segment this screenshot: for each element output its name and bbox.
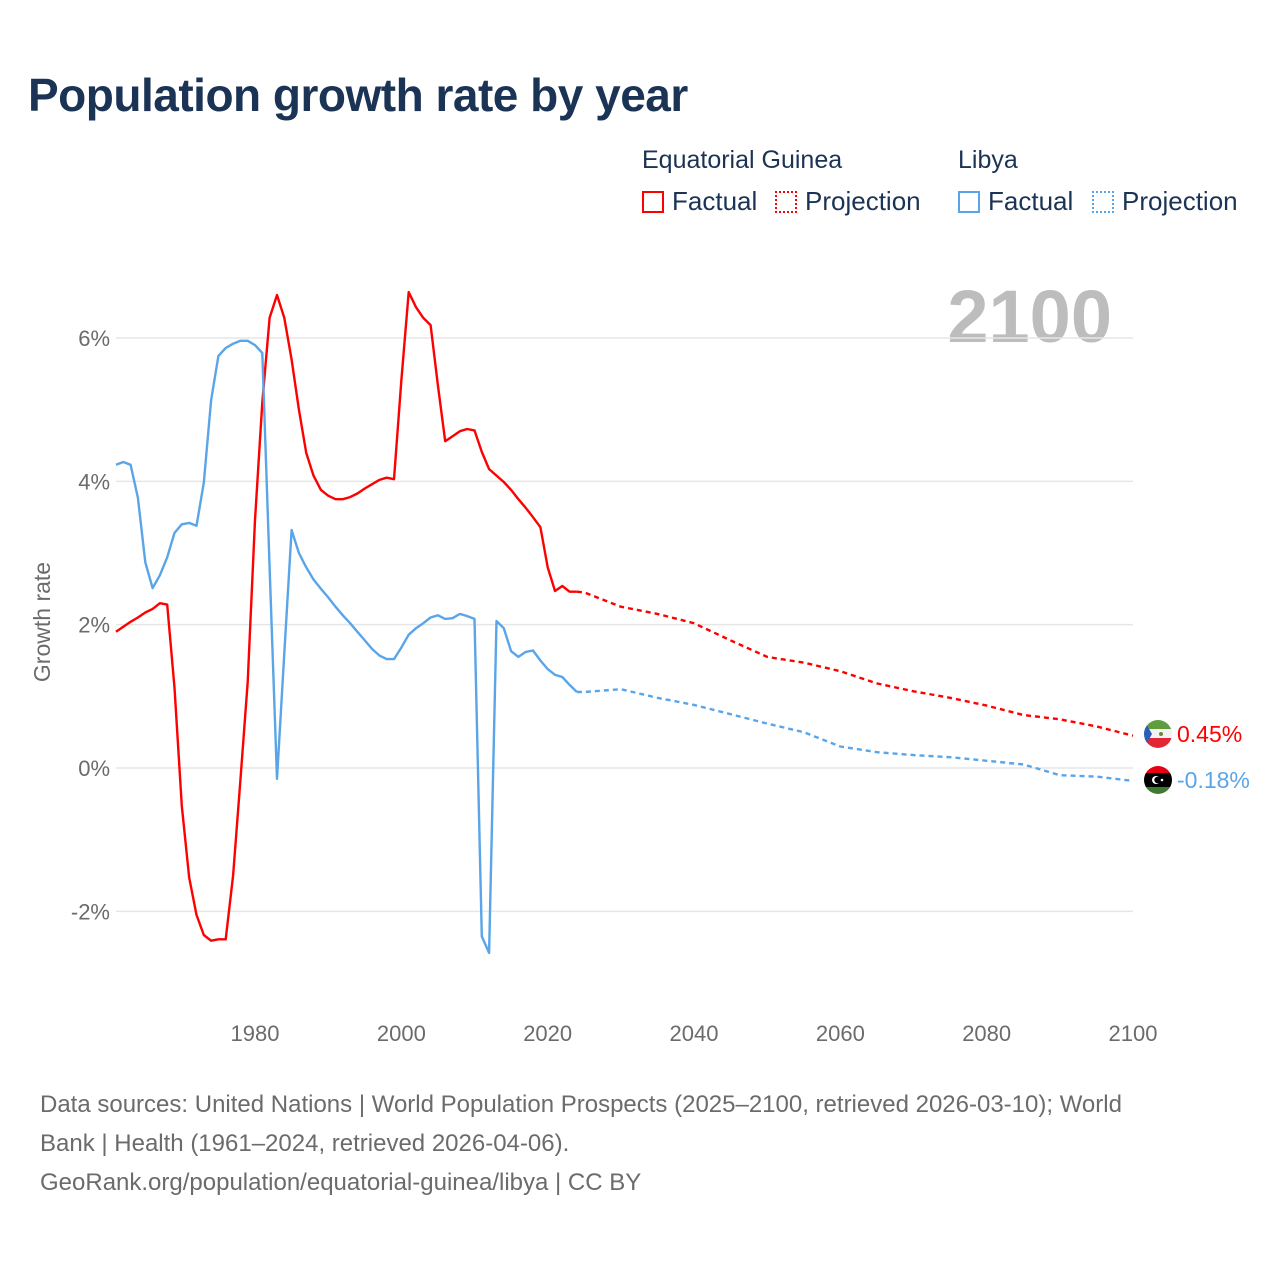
legend-libya-factual[interactable]: Factual	[958, 186, 1073, 217]
legend-country-equatorial-guinea: Equatorial Guinea	[642, 146, 843, 174]
libya-flag-icon	[1144, 766, 1172, 794]
legend-swatch-dotted-blue	[1092, 190, 1114, 213]
x-tick-label: 2100	[1109, 1021, 1158, 1046]
legend-swatch-dotted-red	[775, 190, 797, 213]
series-line-equatorial-guinea-factual	[115, 290, 577, 942]
end-label-equatorial-guinea: 0.45%	[1177, 721, 1242, 747]
legend-label: Factual	[988, 186, 1074, 216]
x-tick-label: 2060	[816, 1021, 865, 1046]
footer-attribution-link[interactable]: GeoRank.org/population/equatorial-guinea…	[40, 1169, 642, 1196]
y-tick-label: -2%	[71, 899, 110, 924]
legend-label: Projection	[805, 186, 921, 216]
x-tick-label: 2000	[377, 1021, 426, 1046]
year-watermark: 2100	[947, 275, 1112, 358]
legend-eq-guinea-factual[interactable]: Factual	[642, 186, 757, 217]
legend-label: Projection	[1122, 186, 1238, 216]
legend-eq-guinea-projection[interactable]: Projection	[775, 186, 921, 217]
series-line-libya-projection	[576, 687, 1134, 783]
footer-sources-line1: Data sources: United Nations | World Pop…	[40, 1091, 1122, 1118]
legend-swatch-solid-blue	[958, 190, 980, 213]
chart-title: Population growth rate by year	[28, 69, 688, 121]
y-axis-label: Growth rate	[29, 562, 55, 682]
x-tick-label: 2040	[670, 1021, 719, 1046]
equatorial-guinea-flag-icon	[1144, 720, 1172, 748]
x-tick-label: 2020	[523, 1021, 572, 1046]
footer-sources-line2: Bank | Health (1961–2024, retrieved 2026…	[40, 1130, 570, 1157]
legend-country-libya: Libya	[958, 146, 1018, 174]
end-label-libya: -0.18%	[1177, 767, 1250, 793]
x-tick-label: 1980	[231, 1021, 280, 1046]
y-tick-label: 0%	[78, 756, 110, 781]
legend-libya-projection[interactable]: Projection	[1092, 186, 1238, 217]
y-tick-label: 6%	[78, 326, 110, 351]
legend-swatch-solid-red	[642, 190, 664, 213]
y-tick-label: 2%	[78, 613, 110, 638]
x-tick-label: 2080	[962, 1021, 1011, 1046]
series-line-libya-factual	[115, 339, 578, 955]
y-tick-label: 4%	[78, 469, 110, 494]
series-line-equatorial-guinea-projection	[576, 590, 1134, 737]
legend-label: Factual	[672, 186, 758, 216]
